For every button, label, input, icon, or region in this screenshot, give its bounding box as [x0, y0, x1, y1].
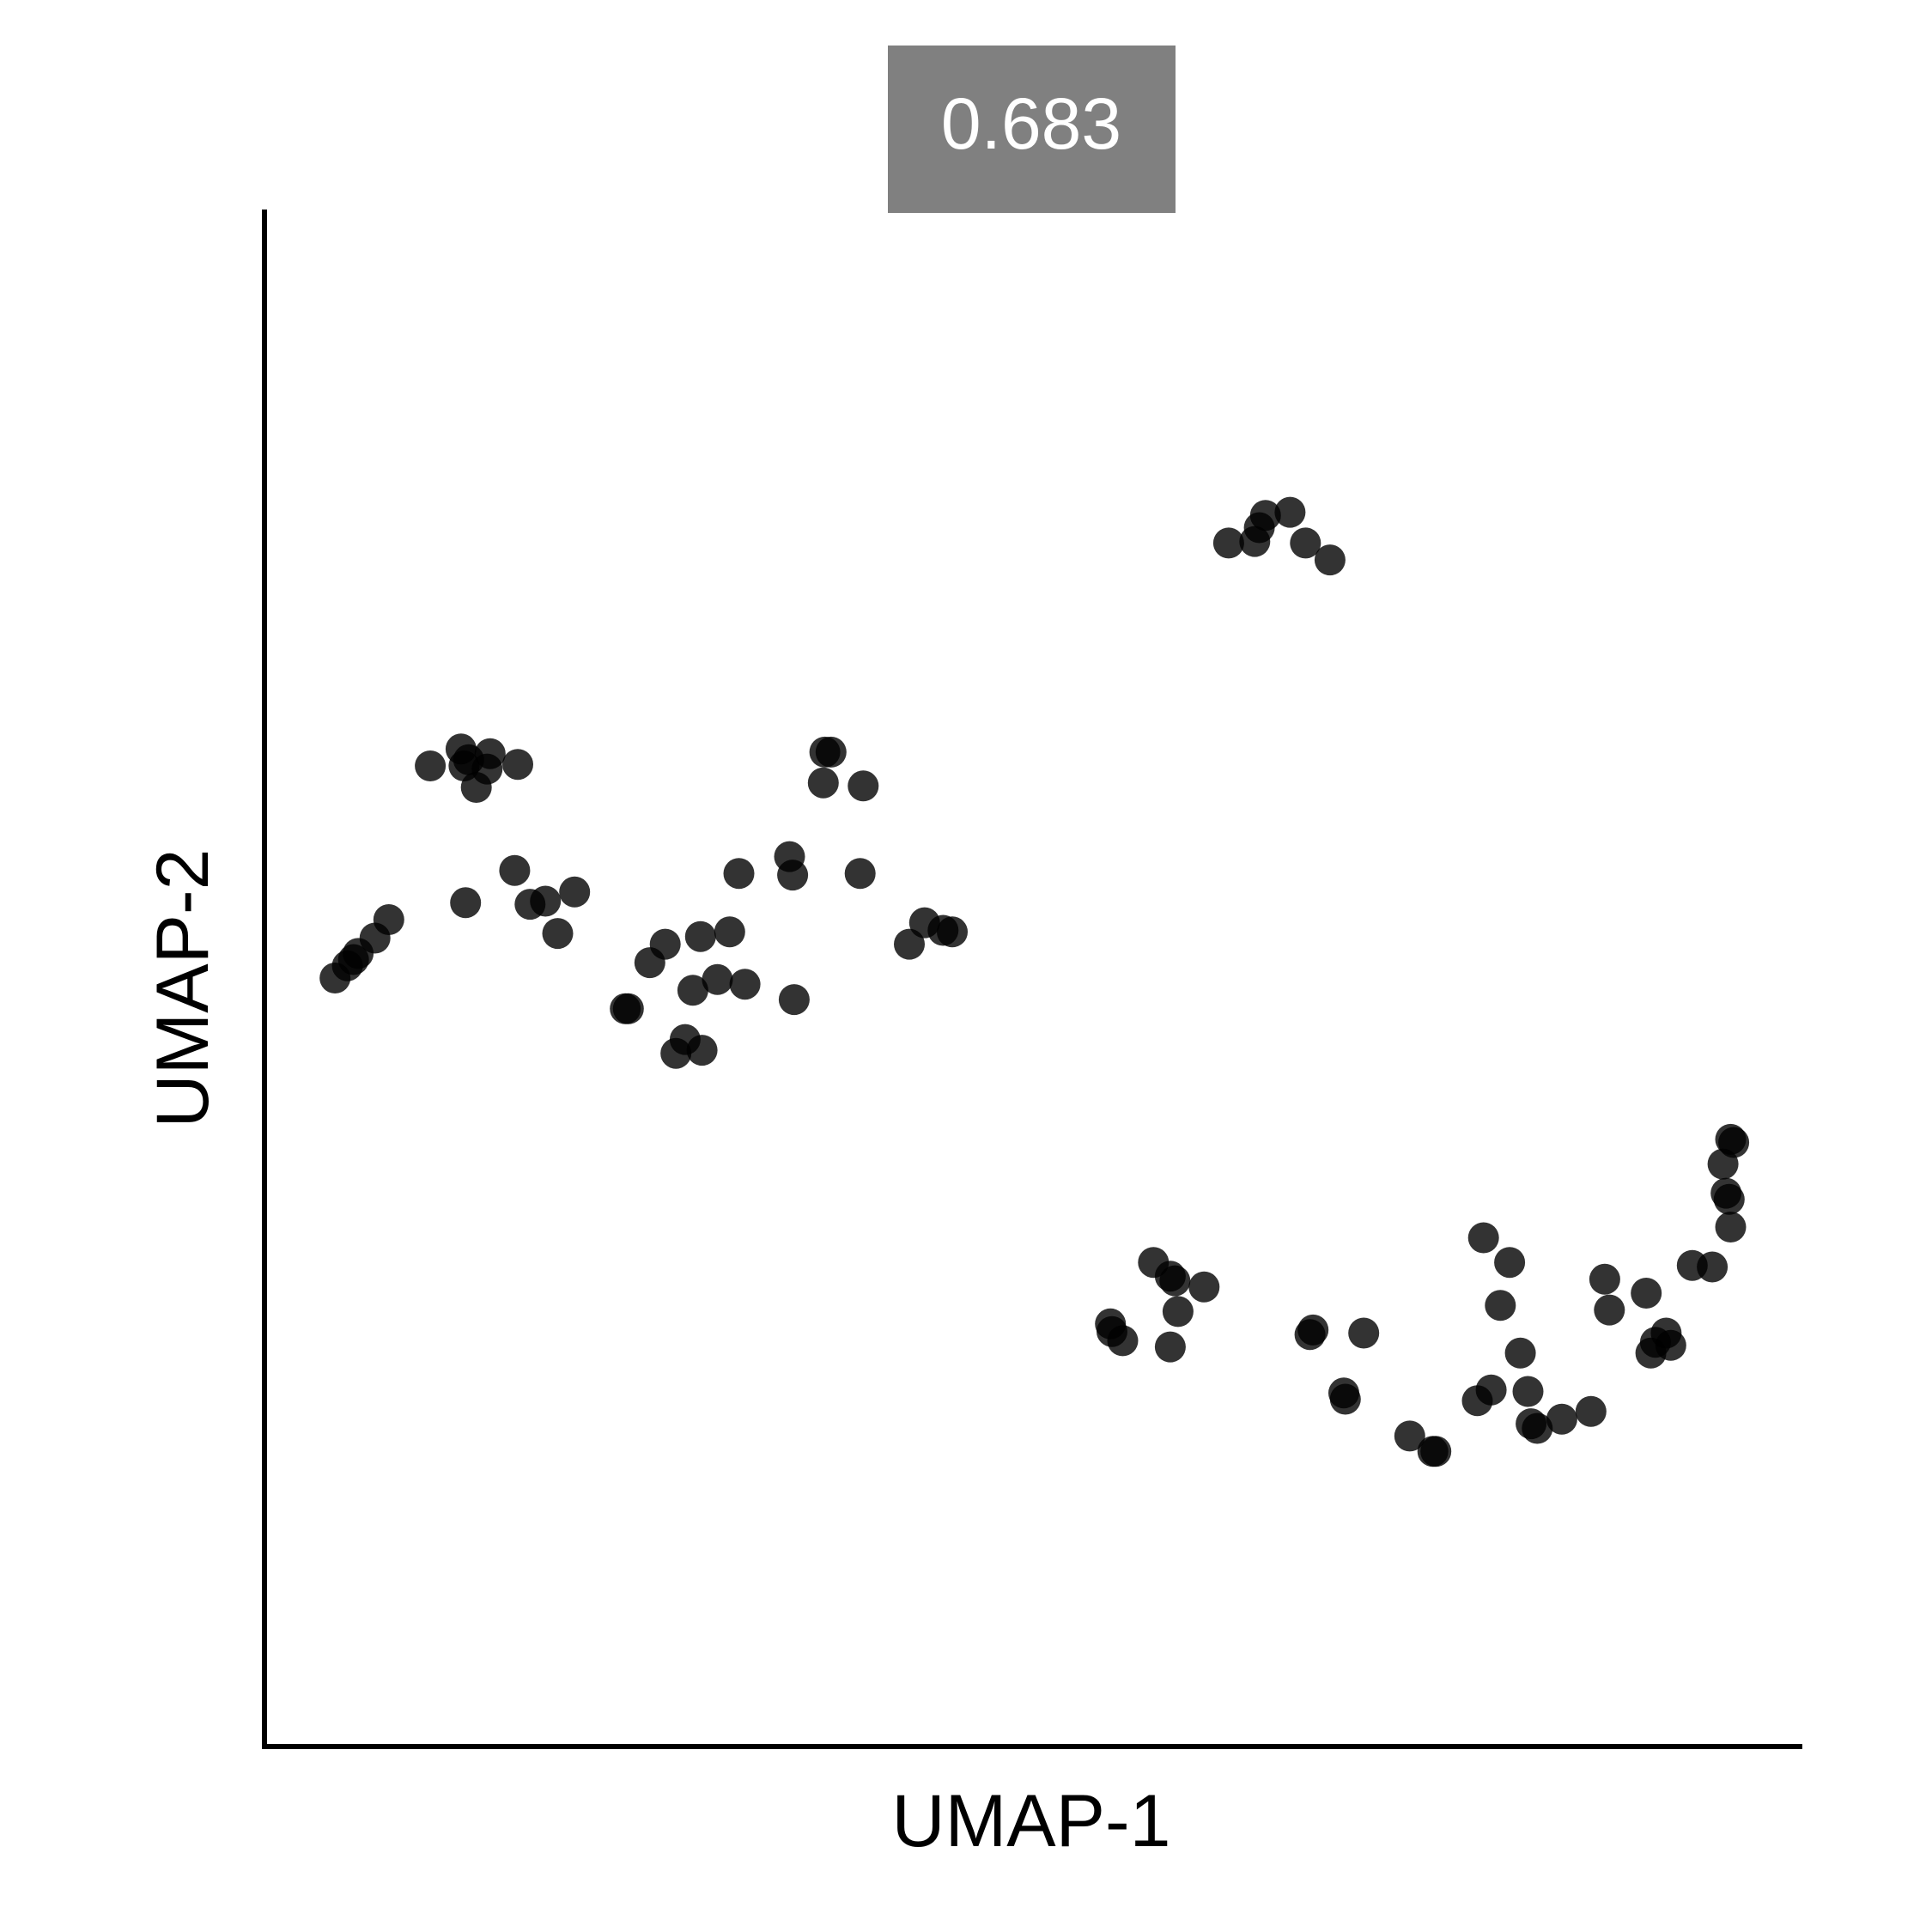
data-point: [1485, 1290, 1516, 1321]
data-point: [373, 904, 404, 935]
data-point: [729, 969, 761, 1000]
data-point: [450, 887, 482, 919]
data-point: [714, 916, 745, 948]
data-point: [1512, 1376, 1544, 1407]
data-point: [1274, 496, 1306, 528]
data-point: [894, 928, 925, 960]
data-point: [1154, 1331, 1186, 1363]
data-point: [660, 1037, 692, 1069]
title-badge: [888, 46, 1176, 213]
data-point: [1348, 1317, 1380, 1349]
data-point: [1329, 1383, 1361, 1415]
data-point: [514, 889, 546, 920]
data-point: [1162, 1296, 1194, 1327]
data-point: [499, 854, 531, 886]
data-point: [610, 993, 641, 1024]
data-point: [1631, 1278, 1662, 1309]
x-axis-label: UMAP-1: [892, 1780, 1171, 1862]
data-point: [1107, 1325, 1139, 1357]
data-point: [1589, 1263, 1620, 1295]
data-point: [1188, 1271, 1220, 1303]
data-point: [937, 916, 968, 948]
data-point: [1697, 1251, 1728, 1283]
data-point: [1715, 1212, 1747, 1242]
data-point: [848, 770, 879, 802]
data-point: [1504, 1337, 1536, 1369]
data-point: [1467, 1222, 1499, 1254]
chart-title: 0.683: [941, 83, 1121, 164]
data-point: [1655, 1329, 1686, 1361]
data-point: [702, 963, 733, 995]
data-point: [502, 749, 533, 781]
data-point: [1394, 1420, 1425, 1452]
y-axis-label: UMAP-2: [142, 849, 224, 1128]
data-point: [686, 1035, 718, 1066]
data-point: [415, 750, 447, 781]
data-point: [1494, 1247, 1526, 1279]
data-point: [1159, 1265, 1191, 1297]
data-point: [844, 858, 876, 890]
data-point: [1715, 1123, 1747, 1155]
data-point: [559, 876, 591, 908]
data-point: [1297, 1314, 1329, 1346]
data-point: [1522, 1413, 1553, 1444]
data-point: [471, 753, 503, 785]
data-point: [1314, 544, 1346, 576]
data-points: [319, 496, 1750, 1467]
data-point: [807, 767, 839, 799]
data-point: [1546, 1403, 1577, 1435]
data-point: [1212, 527, 1244, 559]
data-point: [774, 841, 805, 872]
data-point: [1475, 1374, 1507, 1406]
data-point: [677, 975, 708, 1006]
data-point: [684, 920, 716, 952]
data-point: [1249, 500, 1281, 532]
data-point: [723, 858, 755, 890]
data-point: [542, 918, 574, 950]
data-point: [1420, 1436, 1452, 1467]
data-point: [649, 928, 681, 960]
data-point: [1290, 527, 1321, 559]
data-point: [1713, 1183, 1745, 1215]
data-point: [815, 736, 847, 768]
data-point: [1575, 1395, 1607, 1427]
data-point: [778, 984, 810, 1016]
data-point: [1594, 1294, 1625, 1326]
